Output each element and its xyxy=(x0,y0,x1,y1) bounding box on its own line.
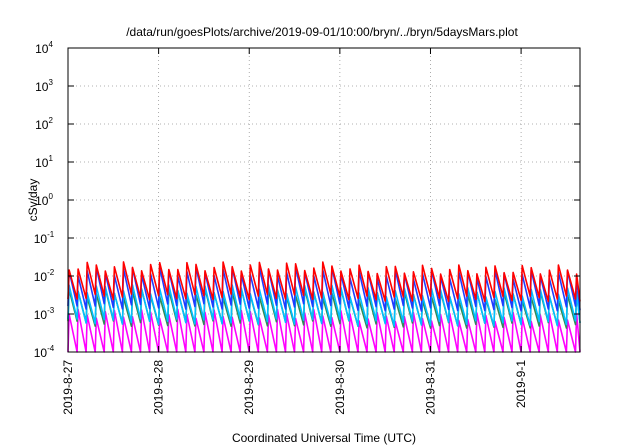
y-tick-label: 10-1 xyxy=(34,230,55,246)
chart-title: /data/run/goesPlots/archive/2019-09-01/1… xyxy=(126,25,518,39)
y-tick-label: 104 xyxy=(35,40,53,56)
x-tick-label: 2019-9-1 xyxy=(514,360,528,408)
x-axis-tick-labels: 2019-8-27 2019-8-28 2019-8-29 2019-8-30 2019… xyxy=(61,360,528,415)
x-tick-label: 2019-8-27 xyxy=(61,360,75,415)
series-line-5 xyxy=(67,261,581,303)
y-tick-label: 10-2 xyxy=(34,268,55,284)
x-tick-label: 2019-8-30 xyxy=(333,360,347,415)
y-tick-label: 102 xyxy=(35,116,53,132)
y-tick-label: 10-4 xyxy=(34,344,55,360)
y-axis-label: cSv/day xyxy=(26,179,40,222)
x-axis-label: Coordinated Universal Time (UTC) xyxy=(232,431,416,445)
y-tick-label: 100 xyxy=(35,192,53,208)
y-tick-label: 103 xyxy=(35,78,53,94)
axis-ticks xyxy=(67,47,580,353)
x-tick-label: 2019-8-31 xyxy=(423,360,437,415)
series-group xyxy=(67,261,581,353)
y-tick-label: 101 xyxy=(35,154,53,170)
y-tick-label: 10-3 xyxy=(34,306,55,322)
y-axis-tick-labels: 10-4 10-3 10-2 10-1 100 101 102 103 104 xyxy=(34,40,55,360)
x-tick-label: 2019-8-29 xyxy=(242,360,256,415)
x-tick-label: 2019-8-28 xyxy=(152,360,166,415)
